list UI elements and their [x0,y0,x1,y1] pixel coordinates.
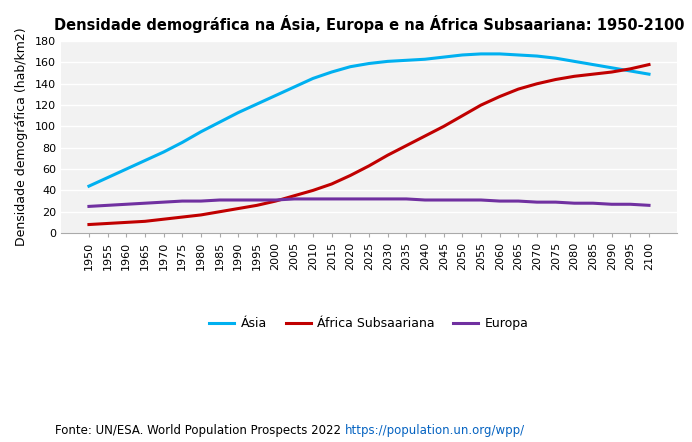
Text: Fonte: UN/ESA. World Population Prospects 2022: Fonte: UN/ESA. World Population Prospect… [55,424,345,437]
Legend: Ásia, África Subsaariana, Europa: Ásia, África Subsaariana, Europa [204,312,534,335]
Title: Densidade demográfica na Ásia, Europa e na África Subsaariana: 1950-2100: Densidade demográfica na Ásia, Europa e … [54,15,684,33]
Y-axis label: Densidade demográfica (hab/km2): Densidade demográfica (hab/km2) [15,28,28,246]
Text: https://population.un.org/wpp/: https://population.un.org/wpp/ [345,424,525,437]
Text: Fonte: UN/ESA. World Population Prospects 2022: Fonte: UN/ESA. World Population Prospect… [55,424,345,437]
